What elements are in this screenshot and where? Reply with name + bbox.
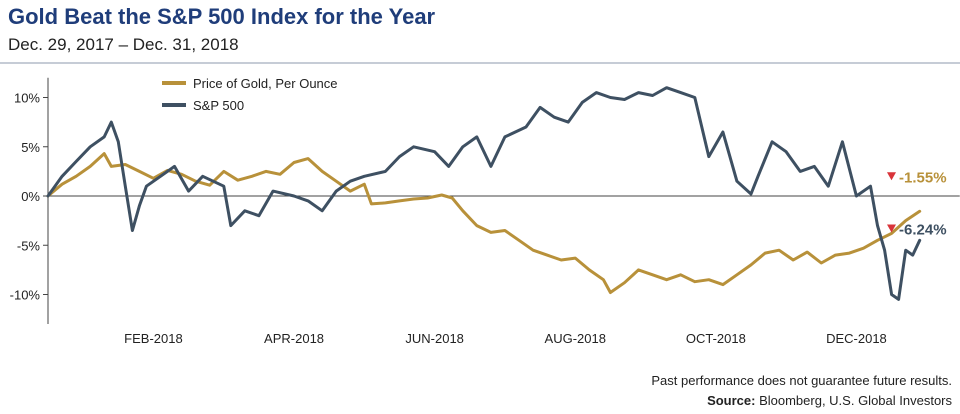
y-tick-label: -5% xyxy=(17,238,41,253)
series-line-0 xyxy=(46,152,922,294)
y-tick-label: 10% xyxy=(14,91,40,106)
x-tick-label: APR-2018 xyxy=(264,331,324,346)
chart-axes: 10% 5% 0% -5% -10% FEB-2018 APR-2018 JUN-2018 AU… xyxy=(10,77,960,346)
source-value: Bloomberg, U.S. Global Investors xyxy=(755,393,952,408)
down-arrow-icon xyxy=(887,172,896,181)
source-text: Source: Bloomberg, U.S. Global Investors xyxy=(707,393,952,408)
chart-subtitle: Dec. 29, 2017 – Dec. 31, 2018 xyxy=(8,35,239,54)
chart-legend: Price of Gold, Per Ounce S&P 500 xyxy=(162,76,338,113)
y-tick-label: -10% xyxy=(10,288,41,303)
x-tick-label: AUG-2018 xyxy=(545,331,606,346)
chart-lines xyxy=(46,86,922,301)
x-tick-label: FEB-2018 xyxy=(124,331,183,346)
legend-label-1: S&P 500 xyxy=(193,98,244,113)
x-tick-label: JUN-2018 xyxy=(405,331,464,346)
y-tick-label: 0% xyxy=(21,189,40,204)
header-divider xyxy=(0,62,960,64)
chart-end-labels: -1.55% -6.24% xyxy=(887,169,947,239)
end-value-label-0: -1.55% xyxy=(899,169,947,186)
x-tick-label: OCT-2018 xyxy=(686,331,746,346)
chart-title: Gold Beat the S&P 500 Index for the Year xyxy=(8,4,436,29)
x-tick-label: DEC-2018 xyxy=(826,331,887,346)
series-line-1 xyxy=(46,86,922,301)
legend-label-0: Price of Gold, Per Ounce xyxy=(193,76,338,91)
down-arrow-icon xyxy=(887,224,896,233)
y-tick-label: 5% xyxy=(21,140,40,155)
end-value-label-1: -6.24% xyxy=(899,222,947,239)
source-label: Source: xyxy=(707,393,756,408)
disclaimer-text: Past performance does not guarantee futu… xyxy=(651,373,952,388)
